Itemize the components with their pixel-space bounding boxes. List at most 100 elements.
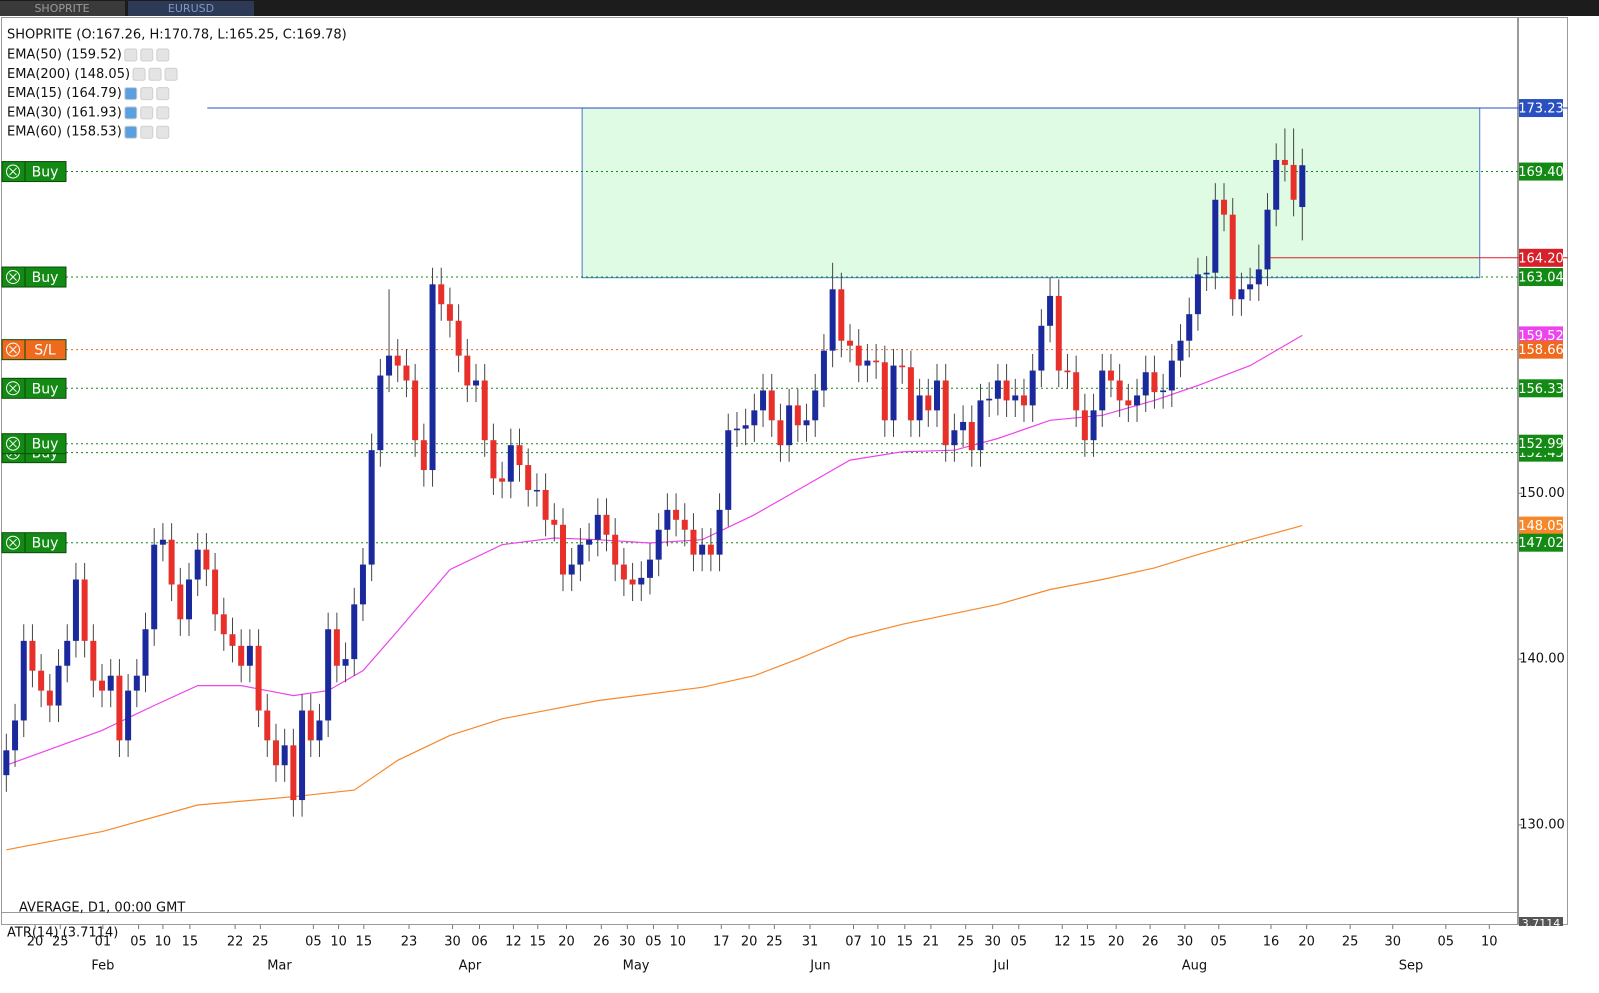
candle-body xyxy=(542,489,549,520)
candle-body xyxy=(525,465,532,490)
close-icon xyxy=(6,535,20,550)
candle-body xyxy=(1107,370,1114,381)
tab[interactable] xyxy=(0,1,125,16)
order-button-bg xyxy=(1,532,67,554)
atr-badge xyxy=(1519,917,1563,926)
indicator-icon xyxy=(124,87,138,101)
x-tick-label: 17 xyxy=(713,935,730,950)
candle-body xyxy=(1134,395,1141,406)
candle-body xyxy=(1090,410,1097,441)
indicator-icon xyxy=(156,125,170,139)
candle-body xyxy=(1203,272,1210,275)
candle-body xyxy=(838,289,845,341)
candle-body xyxy=(133,675,140,691)
candle-body xyxy=(1020,395,1027,406)
candle-body xyxy=(151,544,158,630)
tab-label[interactable]: EURUSD xyxy=(168,2,214,15)
candle-body xyxy=(403,365,410,381)
x-tick-label: 25 xyxy=(766,935,783,950)
candle-body xyxy=(803,420,810,426)
x-tick-label: 30 xyxy=(1177,935,1194,950)
x-tick-label: 05 xyxy=(130,935,147,950)
indicator-label: EMA(30) (161.93) xyxy=(7,105,122,120)
candle-body xyxy=(55,665,62,706)
ema-badge-label: 159.52 xyxy=(1518,329,1564,344)
candle-body xyxy=(446,304,453,321)
candle-body xyxy=(994,380,1001,399)
candle-body xyxy=(577,544,584,565)
candle-body xyxy=(212,569,219,615)
x-tick-label: 05 xyxy=(1438,935,1455,950)
candle-body xyxy=(725,430,732,510)
close-cross xyxy=(9,439,17,448)
candle-body xyxy=(925,395,932,411)
candle-body xyxy=(116,675,123,741)
x-tick-label: 22 xyxy=(227,935,244,950)
x-tick-label: 05 xyxy=(1010,935,1027,950)
x-tick-label: 15 xyxy=(182,935,199,950)
order-button[interactable]: Buy xyxy=(1,433,67,455)
candle-body xyxy=(733,428,740,431)
y-tick-label: 140.00 xyxy=(1519,652,1565,667)
x-tick-label: 16 xyxy=(1263,935,1280,950)
candle-body xyxy=(1168,360,1175,391)
x-tick-label: 06 xyxy=(471,935,488,950)
candle-body xyxy=(1194,274,1201,315)
x-tick-label: 15 xyxy=(530,935,547,950)
tab[interactable] xyxy=(128,1,254,16)
candle-body xyxy=(768,390,775,421)
candle-body xyxy=(829,289,836,351)
x-tick-label: 05 xyxy=(305,935,322,950)
order-button[interactable]: Buy xyxy=(1,377,67,399)
month-label: Aug xyxy=(1182,959,1207,974)
candle-body xyxy=(90,640,97,681)
x-tick-label: 05 xyxy=(645,935,662,950)
candle-body xyxy=(551,519,558,525)
x-tick-label: 10 xyxy=(870,935,887,950)
candle-body xyxy=(1055,295,1062,371)
candle-body xyxy=(1212,199,1219,273)
order-button-bg xyxy=(1,161,67,183)
x-tick-label: 20 xyxy=(27,935,44,950)
indicator-icon xyxy=(124,48,138,62)
order-button[interactable]: Buy xyxy=(1,266,67,288)
candle-body xyxy=(568,564,575,575)
x-tick-label: 15 xyxy=(356,935,373,950)
x-tick-label: 10 xyxy=(330,935,347,950)
order-button[interactable]: Buy xyxy=(1,532,67,554)
order-button-bg xyxy=(1,266,67,288)
candle-body xyxy=(1281,159,1288,165)
candle-body xyxy=(786,405,793,446)
close-cross xyxy=(9,167,17,176)
month-label: Jul xyxy=(993,959,1010,974)
candle-body xyxy=(1099,370,1106,411)
candle-body xyxy=(594,514,601,540)
y-tick-label: 130.00 xyxy=(1519,817,1565,832)
candle-body xyxy=(881,362,888,421)
order-button[interactable]: S/L xyxy=(1,339,67,361)
month-label: May xyxy=(623,959,650,974)
candle-body xyxy=(986,398,993,401)
x-tick-label: 25 xyxy=(957,935,974,950)
candle-body xyxy=(794,405,801,426)
candle-body xyxy=(1081,410,1088,441)
x-tick-label: 26 xyxy=(593,935,610,950)
order-label: Buy xyxy=(32,381,59,397)
candle-body xyxy=(481,380,488,441)
candle-body xyxy=(420,440,427,471)
candle-body xyxy=(20,640,27,721)
candle-body xyxy=(1221,199,1228,215)
candle-body xyxy=(29,640,36,671)
candle-body xyxy=(638,577,645,585)
candle-body xyxy=(1238,289,1245,300)
order-button[interactable]: Buy xyxy=(1,161,67,183)
indicator-icon xyxy=(164,67,178,81)
level-badge-label: 169.40 xyxy=(1518,165,1564,180)
close-cross xyxy=(9,273,17,281)
chart-title: SHOPRITE (O:167.26, H:170.78, L:165.25, … xyxy=(7,28,347,43)
x-tick-label: 25 xyxy=(52,935,69,950)
candle-body xyxy=(99,680,106,691)
tab-label[interactable]: SHOPRITE xyxy=(34,2,89,15)
candle-body xyxy=(559,524,566,575)
candle-body xyxy=(847,340,854,346)
